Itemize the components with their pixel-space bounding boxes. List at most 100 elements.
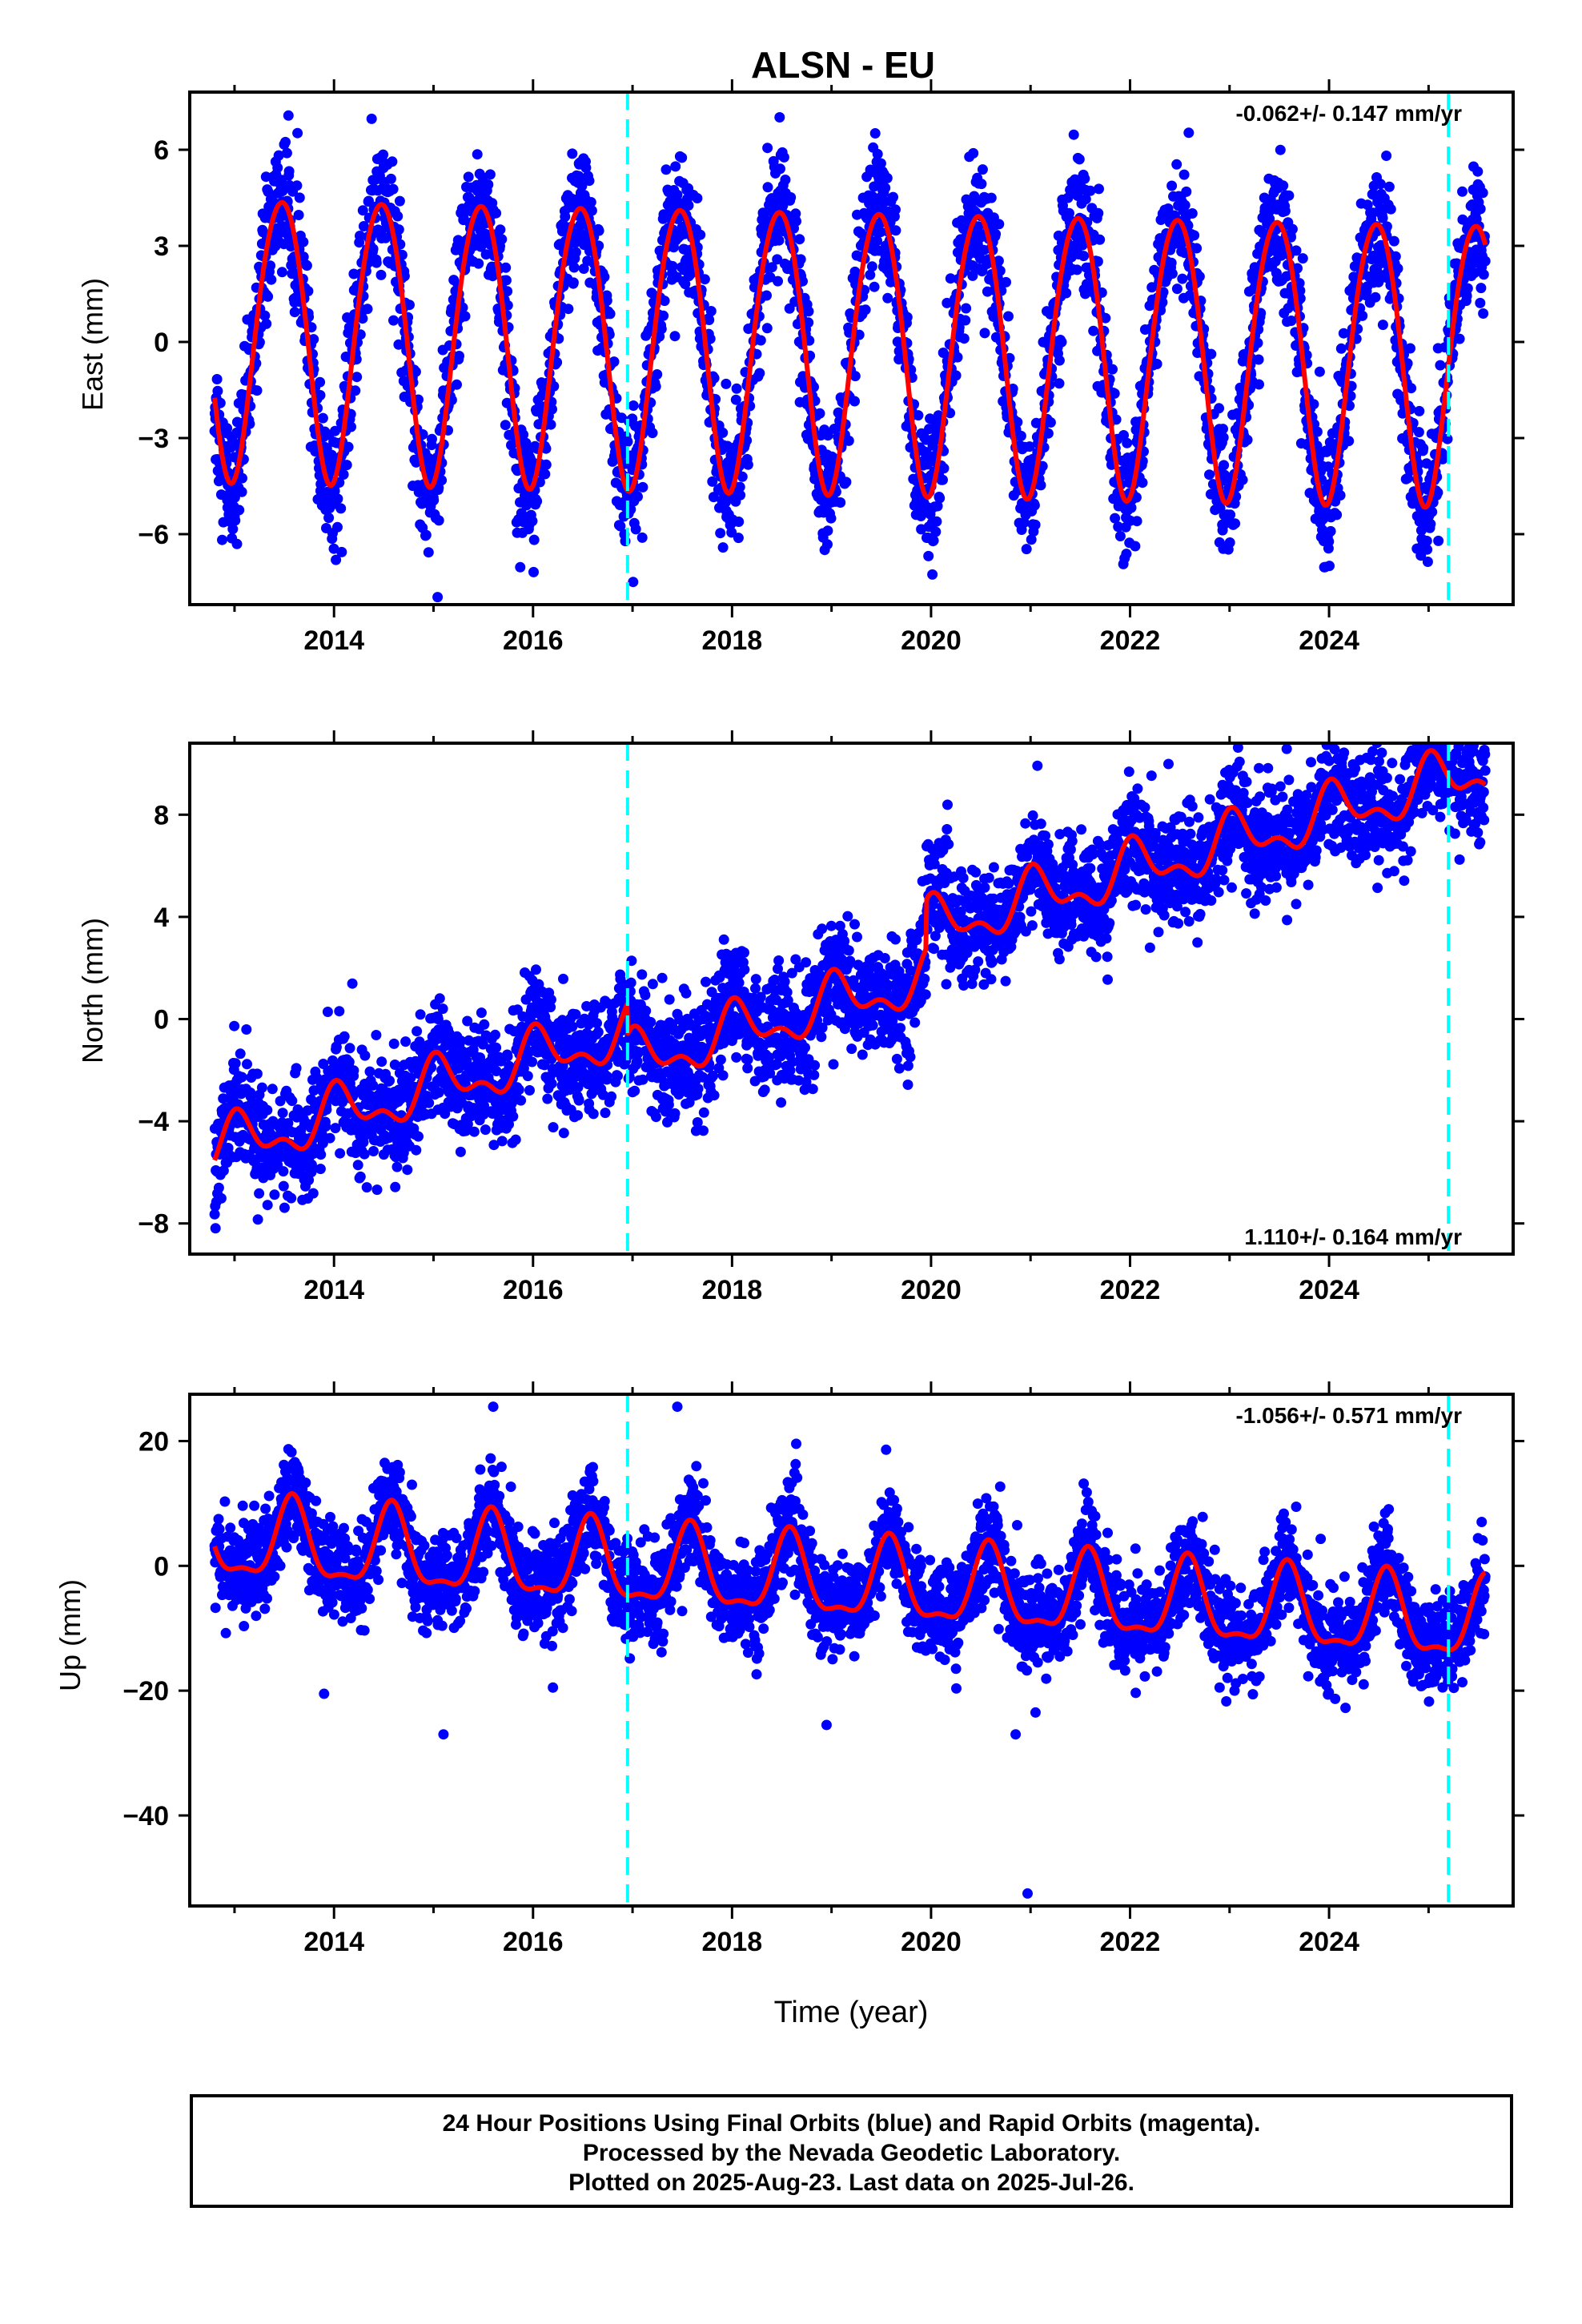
north-point: [545, 994, 556, 1005]
east-point: [1137, 477, 1148, 489]
east-point: [460, 311, 471, 322]
east-point: [532, 496, 543, 507]
east-point: [1287, 223, 1298, 235]
north-point: [508, 1111, 519, 1122]
east-point: [1171, 283, 1182, 295]
east-point: [545, 419, 556, 430]
east-point: [393, 224, 404, 235]
east-point: [366, 113, 377, 124]
north-point: [572, 1110, 584, 1121]
east-point: [604, 308, 616, 320]
east-point: [351, 372, 363, 383]
north-point: [468, 1126, 480, 1137]
east-point: [428, 495, 440, 506]
east-point: [420, 529, 432, 541]
east-point: [615, 521, 626, 532]
east-point: [890, 204, 901, 215]
east-point: [754, 368, 765, 379]
east-point: [578, 263, 589, 274]
east-point: [473, 258, 484, 269]
east-point: [515, 561, 526, 573]
east-point: [1094, 234, 1106, 245]
east-point: [338, 469, 349, 480]
east-point: [1079, 173, 1090, 184]
north-point: [324, 1132, 335, 1144]
east-ytick-label: 6: [154, 135, 169, 166]
north-point: [496, 1136, 508, 1147]
east-point: [961, 303, 972, 314]
east-point: [1297, 253, 1308, 264]
east-point: [1414, 405, 1425, 416]
east-point: [1331, 509, 1343, 521]
east-point: [1381, 151, 1392, 161]
east-point: [1230, 518, 1241, 529]
north-point: [412, 1026, 423, 1037]
east-point: [742, 459, 753, 470]
east-point: [866, 261, 877, 272]
east-point: [593, 225, 604, 236]
east-point: [791, 215, 801, 227]
north-point: [480, 1124, 491, 1136]
east-point: [670, 161, 681, 172]
east-point: [774, 112, 785, 123]
east-point: [580, 163, 592, 173]
east-point: [283, 166, 295, 177]
east-point: [843, 435, 854, 446]
east-point: [1475, 297, 1486, 308]
east-point: [234, 505, 245, 516]
east-point: [1068, 129, 1079, 140]
east-point: [1457, 186, 1468, 197]
north-point: [291, 1063, 302, 1074]
north-point: [376, 1056, 387, 1068]
east-point: [822, 525, 833, 537]
north-point: [570, 1009, 581, 1020]
east-point: [1323, 536, 1335, 547]
east-point: [1472, 166, 1484, 177]
east-point: [452, 379, 462, 390]
east-point: [1122, 437, 1133, 448]
east-point: [1478, 269, 1489, 280]
east-point: [695, 229, 706, 240]
east-point: [1107, 364, 1118, 375]
east-point: [1475, 203, 1486, 215]
figure-title: ALSN - EU: [751, 44, 935, 86]
east-point: [355, 231, 365, 241]
east-point: [1206, 348, 1217, 360]
east-point: [1433, 535, 1444, 546]
north-point: [510, 1134, 521, 1145]
north-point: [390, 1181, 401, 1192]
east-point: [758, 210, 769, 220]
east-point: [263, 291, 274, 302]
east-ytick-label: 3: [154, 231, 169, 262]
east-point: [251, 385, 263, 396]
east-point: [298, 251, 309, 263]
east-point: [230, 515, 241, 526]
east-point: [1390, 251, 1401, 262]
east-point: [396, 249, 408, 260]
east-point: [849, 396, 860, 407]
east-point: [730, 394, 741, 405]
north-point: [279, 1202, 290, 1213]
east-point: [387, 156, 398, 167]
east-point: [502, 300, 513, 311]
east-point: [346, 421, 356, 432]
east-point: [669, 331, 681, 342]
north-point: [322, 1007, 333, 1017]
east-point: [317, 412, 328, 424]
north-point: [384, 1076, 395, 1086]
north-point: [236, 1072, 247, 1083]
east-point: [656, 324, 667, 335]
east-point: [259, 310, 271, 321]
east-point: [560, 211, 571, 222]
north-point: [490, 1029, 500, 1040]
east-point: [1166, 268, 1178, 279]
north-point: [335, 1148, 346, 1159]
north-point: [558, 1128, 569, 1139]
east-point: [1074, 154, 1085, 165]
east-point: [540, 459, 552, 470]
east-point: [977, 164, 988, 175]
east-point: [294, 192, 305, 203]
east-point: [1214, 403, 1225, 414]
east-panel: East (mm) 2014 2016 2018 2020 2022 2024−6−303…: [76, 79, 1524, 656]
east-point: [217, 534, 227, 545]
